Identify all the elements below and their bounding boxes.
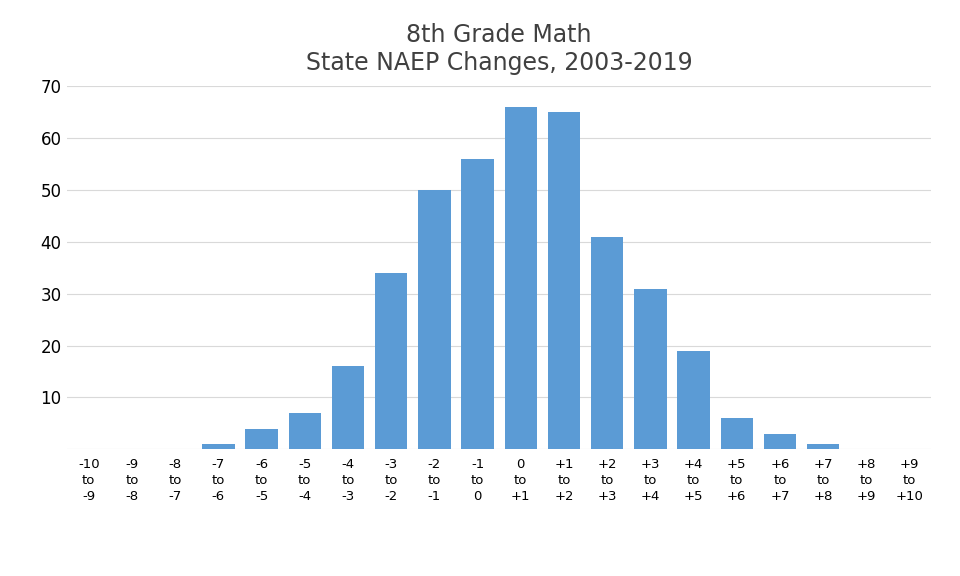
Title: 8th Grade Math
State NAEP Changes, 2003-2019: 8th Grade Math State NAEP Changes, 2003-…: [306, 23, 692, 75]
Bar: [419, 190, 450, 449]
Bar: [678, 351, 709, 449]
Bar: [289, 413, 321, 449]
Bar: [505, 107, 537, 449]
Bar: [635, 289, 666, 449]
Bar: [203, 444, 234, 449]
Bar: [548, 112, 580, 449]
Bar: [591, 237, 623, 449]
Bar: [807, 444, 839, 449]
Bar: [332, 366, 364, 449]
Bar: [721, 418, 753, 449]
Bar: [764, 434, 796, 449]
Bar: [375, 273, 407, 449]
Bar: [462, 159, 493, 449]
Bar: [246, 429, 277, 449]
